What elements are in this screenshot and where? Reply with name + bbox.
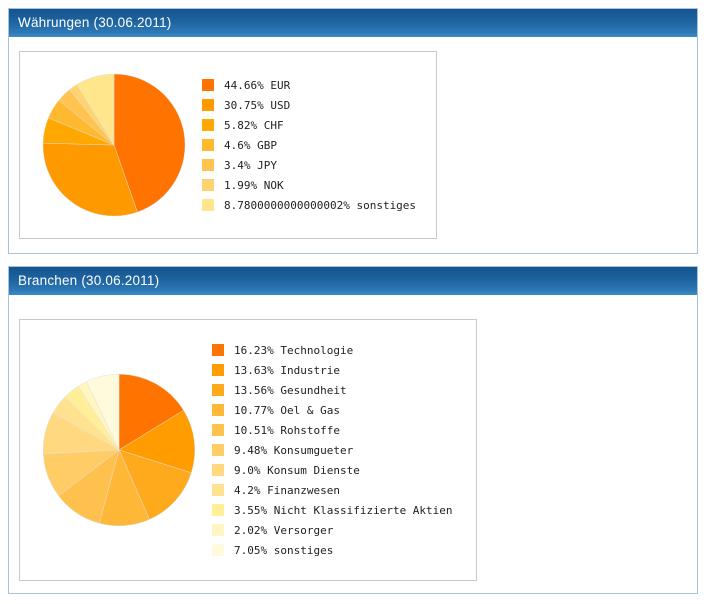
panel-header: Branchen (30.06.2011) — [9, 267, 697, 295]
legend-label: 10.51% Rohstoffe — [234, 423, 340, 437]
pie-slice-technologie — [118, 373, 184, 451]
legend-label: 44.66% EUR — [224, 78, 291, 92]
legend-swatch — [202, 139, 214, 151]
legend-swatch — [202, 79, 214, 91]
legend-item: 10.51% Rohstoffe — [212, 420, 453, 440]
pie-slice-sonstiges — [86, 373, 120, 451]
legend-item: 9.0% Konsum Dienste — [212, 460, 453, 480]
legend-swatch — [212, 464, 224, 476]
legend-label: 3.4% JPY — [224, 158, 277, 172]
legend-swatch — [202, 159, 214, 171]
legend-item: 10.77% Oel & Gas — [212, 400, 453, 420]
legend-label: 30.75% USD — [224, 98, 291, 112]
pie-chart — [42, 73, 186, 217]
pie-slice-usd — [42, 142, 138, 217]
legend-item: 4.6% GBP — [202, 135, 416, 155]
legend-label: 13.63% Industrie — [234, 363, 340, 377]
legend-label: 4.2% Finanzwesen — [234, 483, 340, 497]
legend-swatch — [212, 484, 224, 496]
legend-label: 13.56% Gesundheit — [234, 383, 347, 397]
legend-swatch — [212, 404, 224, 416]
legend-item: 3.4% JPY — [202, 155, 416, 175]
panel-body: 44.66% EUR 30.75% USD 5.82% CHF 4.6% GBP 3.4… — [9, 51, 697, 239]
pie-slice-industrie — [118, 409, 196, 474]
legend-item: 7.05% sonstiges — [212, 540, 453, 560]
legend-item: 13.63% Industrie — [212, 360, 453, 380]
legend-swatch — [202, 179, 214, 191]
panel-body: 16.23% Technologie 13.63% Industrie 13.56%… — [9, 319, 697, 581]
panel-title: Währungen (30.06.2011) — [18, 15, 172, 30]
legend-label: 8.7800000000000002% sonstiges — [224, 198, 417, 212]
legend-item: 1.99% NOK — [202, 175, 416, 195]
legend-label: 4.6% GBP — [224, 138, 277, 152]
panel-title: Branchen (30.06.2011) — [18, 273, 160, 288]
pie-chart-holder — [40, 371, 198, 529]
pie-slice-gesundheit — [118, 449, 192, 520]
legend-swatch — [202, 99, 214, 111]
pie-chart-holder — [40, 71, 188, 219]
sectors-panel: Branchen (30.06.2011) 16.23% Technologie… — [8, 266, 698, 594]
chart-legend: 16.23% Technologie 13.63% Industrie 13.56%… — [212, 340, 453, 560]
legend-swatch — [202, 199, 214, 211]
legend-item: 4.2% Finanzwesen — [212, 480, 453, 500]
legend-item: 13.56% Gesundheit — [212, 380, 453, 400]
legend-swatch — [202, 119, 214, 131]
legend-label: 9.48% Konsumgueter — [234, 443, 354, 457]
panel-header: Währungen (30.06.2011) — [9, 9, 697, 37]
legend-label: 16.23% Technologie — [234, 343, 354, 357]
legend-label: 7.05% sonstiges — [234, 543, 334, 557]
currencies-chart-box: 44.66% EUR 30.75% USD 5.82% CHF 4.6% GBP 3.4… — [19, 51, 437, 239]
legend-swatch — [212, 344, 224, 356]
legend-item: 44.66% EUR — [202, 75, 416, 95]
currencies-panel: Währungen (30.06.2011) 44.66% EUR 30.75% … — [8, 8, 698, 254]
pie-slice-eur — [113, 73, 186, 213]
legend-swatch — [212, 364, 224, 376]
legend-label: 9.0% Konsum Dienste — [234, 463, 360, 477]
legend-label: 5.82% CHF — [224, 118, 284, 132]
legend-swatch — [212, 504, 224, 516]
legend-label: 2.02% Versorger — [234, 523, 334, 537]
sectors-chart-box: 16.23% Technologie 13.63% Industrie 13.56%… — [19, 319, 477, 581]
legend-label: 1.99% NOK — [224, 178, 284, 192]
legend-swatch — [212, 444, 224, 456]
legend-label: 3.55% Nicht Klassifizierte Aktien — [234, 503, 453, 517]
pie-chart — [42, 373, 196, 527]
legend-swatch — [212, 544, 224, 556]
legend-item: 5.82% CHF — [202, 115, 416, 135]
legend-swatch — [212, 524, 224, 536]
legend-item: 9.48% Konsumgueter — [212, 440, 453, 460]
legend-label: 10.77% Oel & Gas — [234, 403, 340, 417]
legend-item: 2.02% Versorger — [212, 520, 453, 540]
legend-swatch — [212, 424, 224, 436]
legend-item: 16.23% Technologie — [212, 340, 453, 360]
legend-item: 30.75% USD — [202, 95, 416, 115]
legend-item: 3.55% Nicht Klassifizierte Aktien — [212, 500, 453, 520]
legend-swatch — [212, 384, 224, 396]
chart-legend: 44.66% EUR 30.75% USD 5.82% CHF 4.6% GBP 3.4… — [202, 75, 416, 215]
legend-item: 8.7800000000000002% sonstiges — [202, 195, 416, 215]
pie-slice-sonstiges — [76, 73, 115, 146]
